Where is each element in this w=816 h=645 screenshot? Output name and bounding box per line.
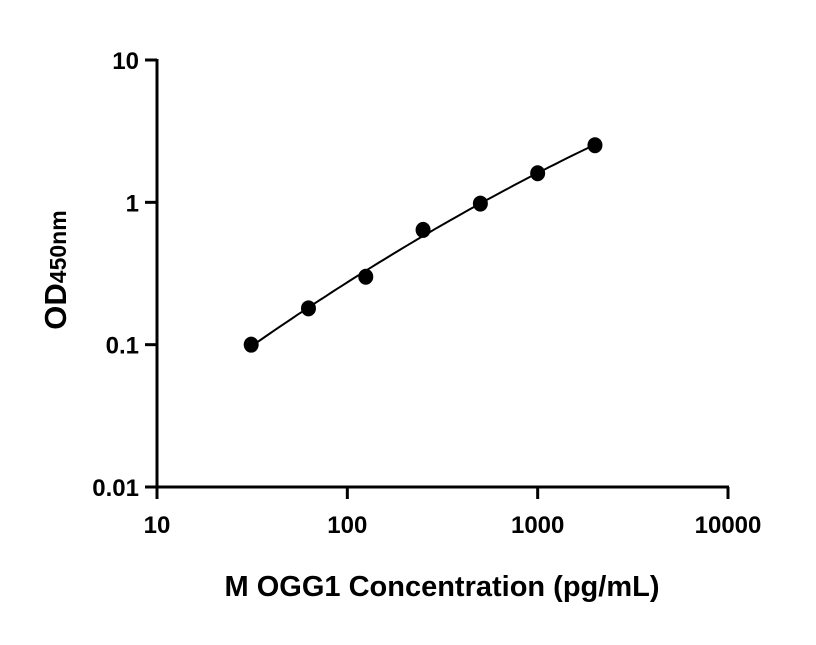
data-point	[530, 165, 546, 182]
data-point	[587, 137, 603, 154]
x-tick-label: 10	[144, 512, 171, 539]
axes	[155, 59, 729, 489]
data-point	[243, 336, 259, 353]
data-point	[415, 221, 431, 238]
x-tick-label: 100	[327, 512, 367, 539]
y-tick-label: 10	[112, 48, 139, 75]
x-tick-label: 1000	[511, 512, 564, 539]
data-point	[300, 300, 316, 317]
y-tick-label: 0.1	[106, 333, 139, 360]
y-axis-label-main: OD	[38, 283, 73, 330]
data-point	[358, 268, 374, 285]
y-tick-label: 1	[126, 190, 139, 217]
x-tick-label: 10000	[695, 512, 762, 539]
y-axis-label-sub: 450nm	[45, 210, 71, 283]
x-axis-label: M OGG1 Concentration (pg/mL)	[225, 571, 660, 603]
data-point	[472, 195, 488, 212]
y-axis-label: OD450nm	[38, 210, 73, 329]
ticks: 10 100 1000 10000 0.01 0.1 1 10	[92, 48, 761, 539]
y-tick-label: 0.01	[92, 475, 139, 502]
data-points	[243, 137, 603, 353]
